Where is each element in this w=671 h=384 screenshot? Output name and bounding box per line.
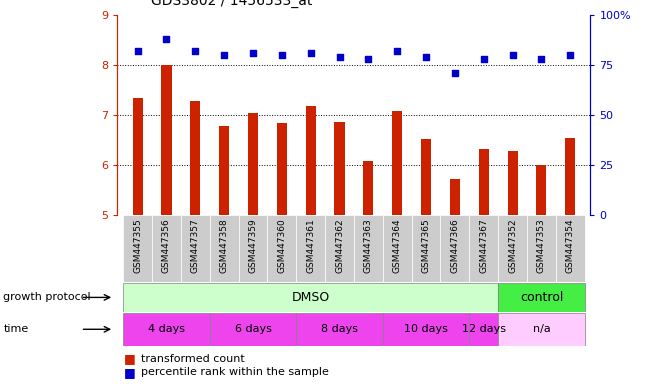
- Bar: [411, 215, 440, 282]
- Point: [219, 52, 229, 58]
- Point: [507, 52, 518, 58]
- Bar: [363, 161, 374, 215]
- Bar: [334, 122, 345, 215]
- Text: growth protocol: growth protocol: [3, 292, 91, 303]
- Bar: [498, 283, 584, 312]
- Text: 6 days: 6 days: [235, 324, 272, 334]
- Bar: [219, 126, 229, 215]
- Bar: [382, 215, 411, 282]
- Bar: [181, 215, 210, 282]
- Bar: [210, 313, 297, 346]
- Text: GSM447360: GSM447360: [277, 218, 287, 273]
- Bar: [325, 215, 354, 282]
- Bar: [498, 313, 584, 346]
- Bar: [507, 151, 517, 215]
- Text: GSM447359: GSM447359: [248, 218, 258, 273]
- Text: transformed count: transformed count: [141, 354, 245, 364]
- Bar: [239, 215, 268, 282]
- Bar: [469, 313, 498, 346]
- Bar: [123, 283, 498, 312]
- Text: GSM447355: GSM447355: [133, 218, 142, 273]
- Text: GSM447353: GSM447353: [537, 218, 546, 273]
- Bar: [123, 313, 210, 346]
- Bar: [133, 98, 143, 215]
- Bar: [536, 165, 546, 215]
- Point: [392, 48, 403, 55]
- Text: control: control: [520, 291, 563, 304]
- Point: [536, 56, 547, 62]
- Bar: [191, 101, 201, 215]
- Bar: [297, 313, 382, 346]
- Point: [334, 54, 345, 60]
- Bar: [440, 215, 469, 282]
- Text: GSM447364: GSM447364: [393, 218, 402, 273]
- Point: [363, 56, 374, 62]
- Bar: [297, 215, 325, 282]
- Text: GSM447354: GSM447354: [566, 218, 575, 273]
- Bar: [556, 215, 584, 282]
- Bar: [382, 313, 469, 346]
- Text: 4 days: 4 days: [148, 324, 185, 334]
- Bar: [469, 215, 498, 282]
- Bar: [354, 215, 382, 282]
- Point: [276, 52, 287, 58]
- Point: [248, 50, 258, 56]
- Text: GSM447366: GSM447366: [450, 218, 460, 273]
- Text: GSM447362: GSM447362: [335, 218, 344, 273]
- Text: GSM447361: GSM447361: [306, 218, 315, 273]
- Bar: [162, 65, 172, 215]
- Text: 8 days: 8 days: [321, 324, 358, 334]
- Text: percentile rank within the sample: percentile rank within the sample: [141, 367, 329, 377]
- Bar: [527, 215, 556, 282]
- Text: 10 days: 10 days: [404, 324, 448, 334]
- Text: ■: ■: [124, 353, 136, 366]
- Text: GSM447356: GSM447356: [162, 218, 171, 273]
- Bar: [268, 215, 297, 282]
- Text: GSM447365: GSM447365: [421, 218, 431, 273]
- Text: GDS3802 / 1456533_at: GDS3802 / 1456533_at: [151, 0, 312, 8]
- Bar: [478, 149, 488, 215]
- Bar: [450, 179, 460, 215]
- Bar: [421, 139, 431, 215]
- Text: time: time: [3, 324, 29, 334]
- Text: GSM447363: GSM447363: [364, 218, 373, 273]
- Bar: [277, 123, 287, 215]
- Bar: [565, 138, 575, 215]
- Text: DMSO: DMSO: [292, 291, 330, 304]
- Bar: [305, 106, 316, 215]
- Point: [565, 52, 576, 58]
- Point: [161, 36, 172, 42]
- Bar: [210, 215, 239, 282]
- Point: [421, 54, 431, 60]
- Bar: [392, 111, 403, 215]
- Text: GSM447357: GSM447357: [191, 218, 200, 273]
- Bar: [152, 215, 181, 282]
- Bar: [248, 113, 258, 215]
- Point: [190, 48, 201, 55]
- Point: [305, 50, 316, 56]
- Text: 12 days: 12 days: [462, 324, 506, 334]
- Text: GSM447352: GSM447352: [508, 218, 517, 273]
- Bar: [498, 215, 527, 282]
- Text: GSM447367: GSM447367: [479, 218, 488, 273]
- Point: [132, 48, 143, 55]
- Point: [478, 56, 489, 62]
- Text: GSM447358: GSM447358: [219, 218, 229, 273]
- Bar: [123, 215, 152, 282]
- Text: n/a: n/a: [533, 324, 550, 334]
- Point: [450, 70, 460, 76]
- Text: ■: ■: [124, 366, 136, 379]
